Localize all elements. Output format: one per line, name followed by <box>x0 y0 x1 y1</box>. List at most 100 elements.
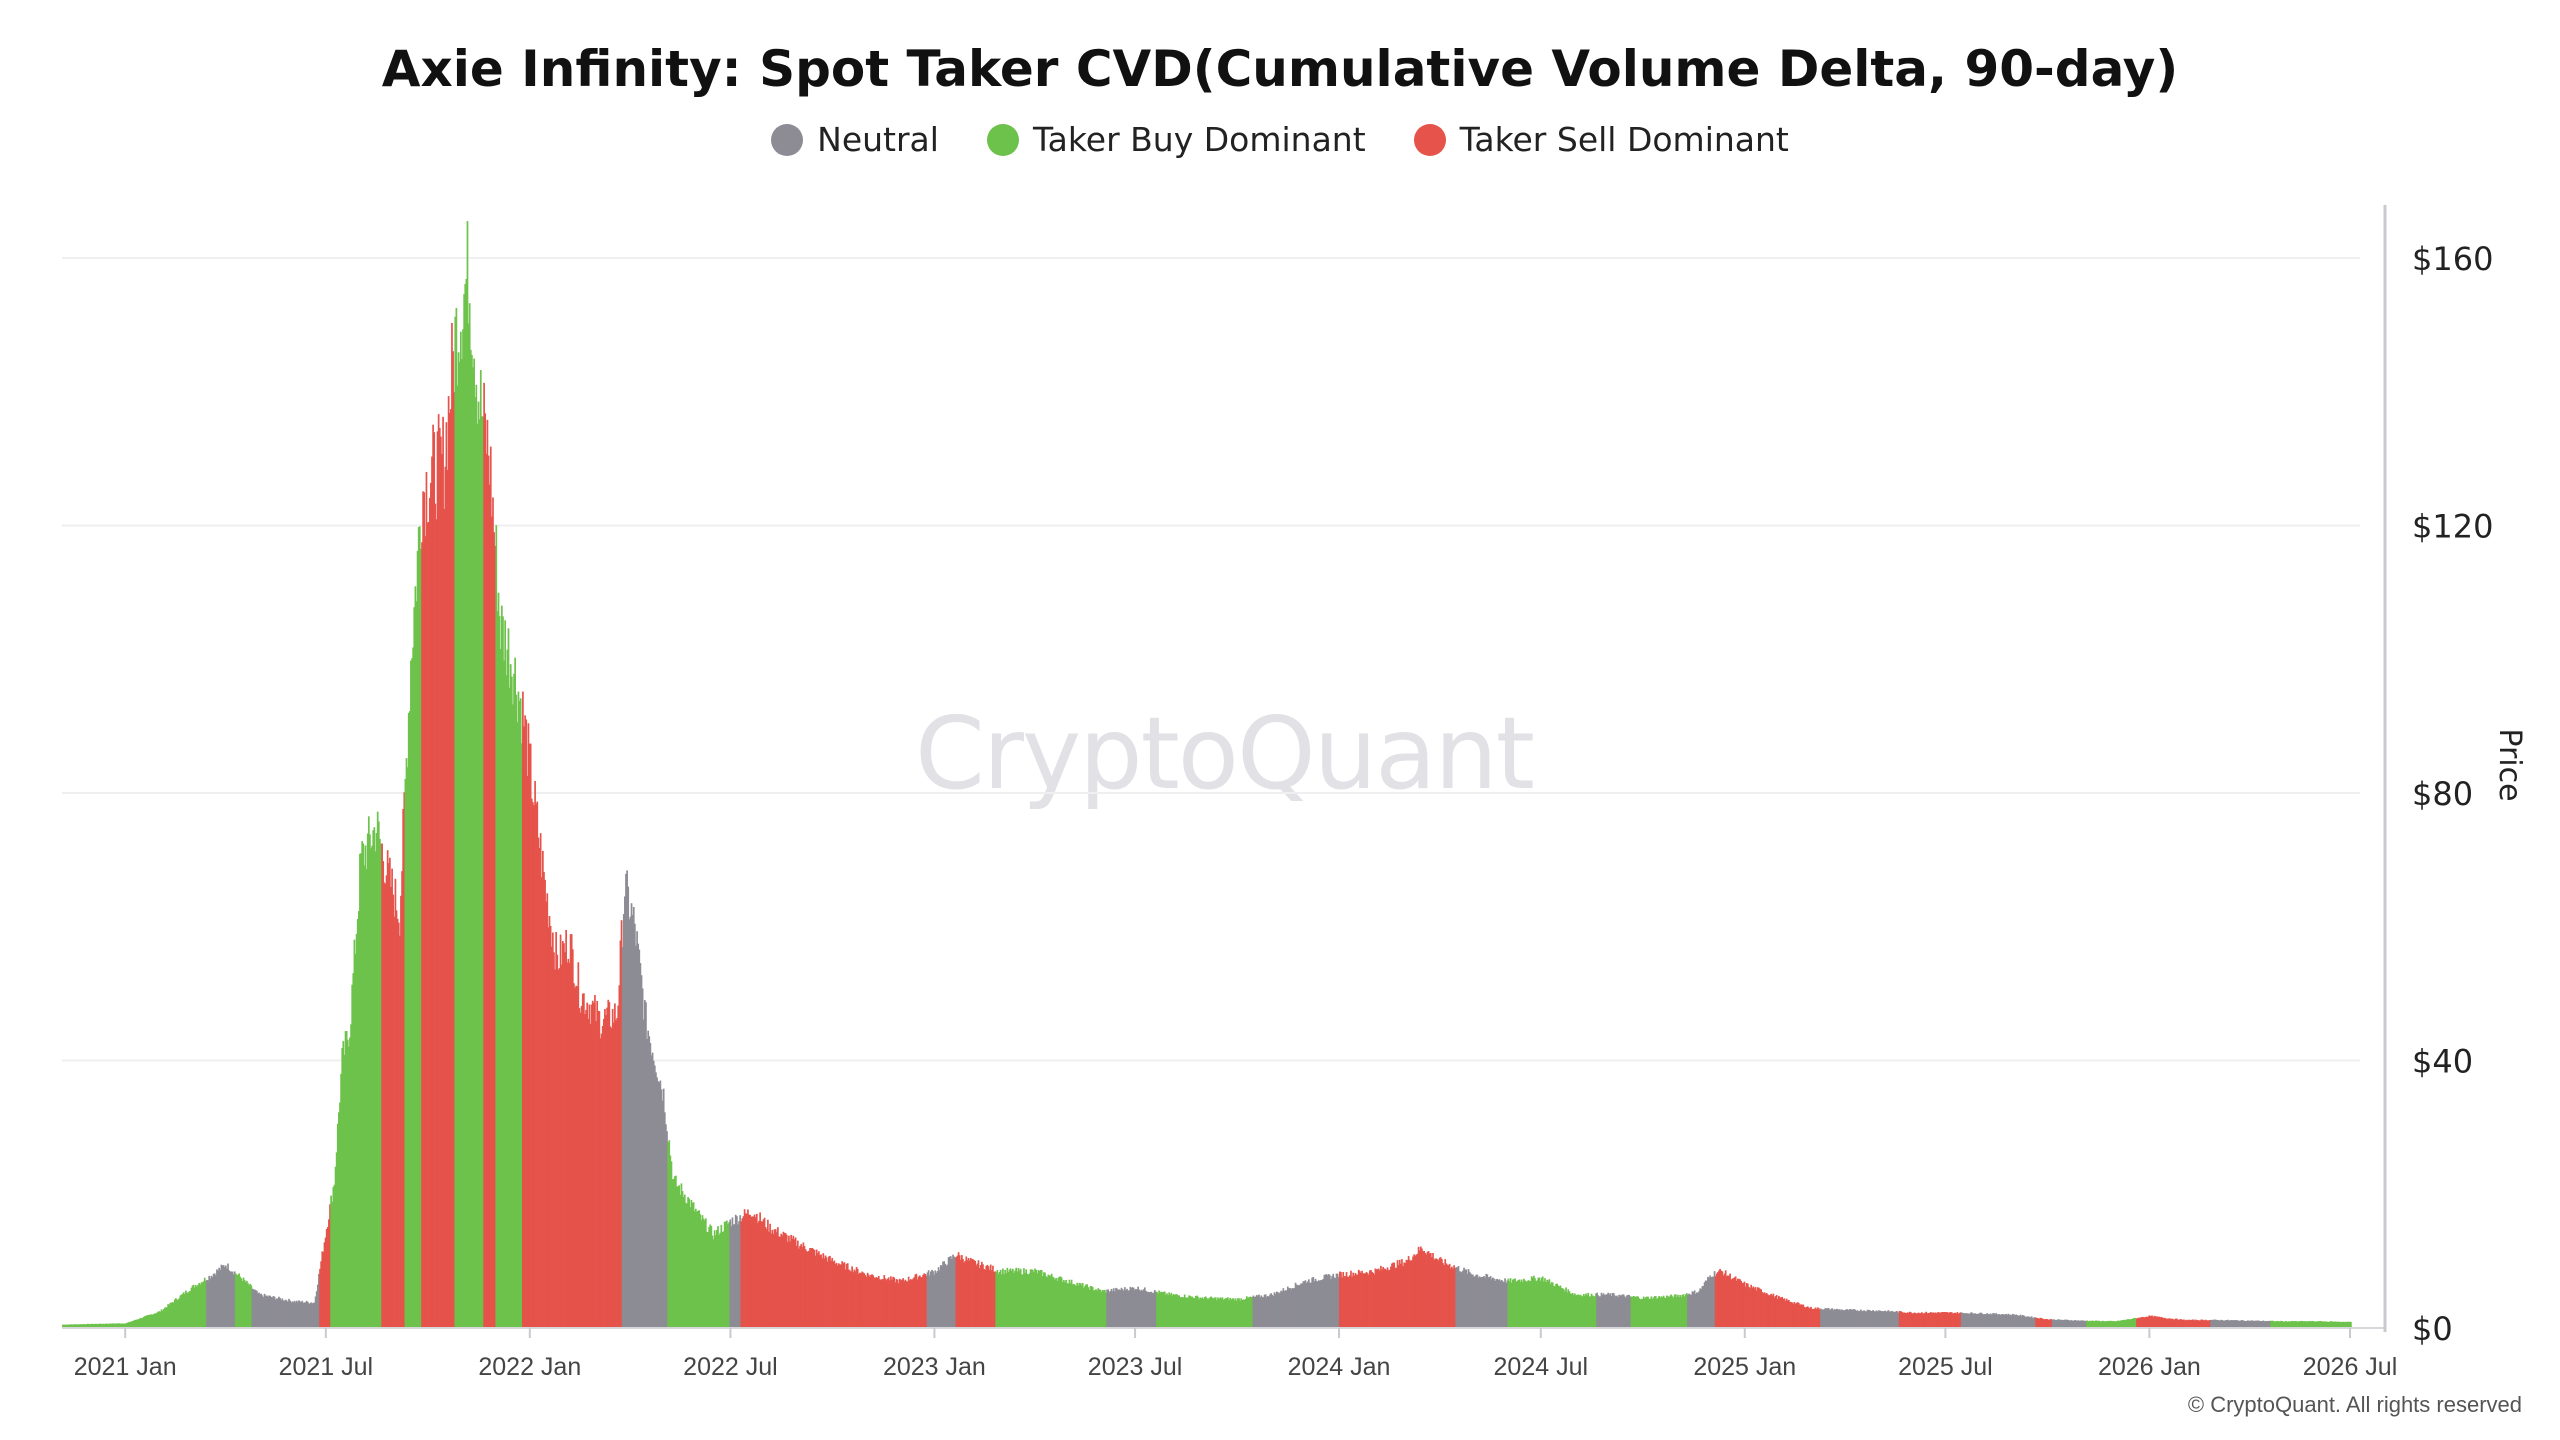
price-bar <box>1207 1299 1209 1328</box>
price-bar <box>78 1324 81 1328</box>
legend-item-taker-sell[interactable]: Taker Sell Dominant <box>1413 120 1789 159</box>
price-bar <box>2336 1321 2339 1328</box>
price-bar <box>712 1239 715 1328</box>
price-bar <box>999 1269 1002 1328</box>
price-bar <box>2344 1321 2347 1328</box>
price-bar <box>978 1268 981 1328</box>
price-bar <box>1274 1294 1277 1328</box>
price-bar <box>1231 1298 1234 1328</box>
price-bar <box>1738 1278 1740 1328</box>
price-bar <box>2074 1320 2076 1328</box>
price-bar <box>1527 1280 1530 1328</box>
price-bar <box>805 1251 808 1328</box>
price-bar <box>813 1249 816 1328</box>
price-bar <box>585 1010 587 1328</box>
price-bar <box>1986 1313 1989 1328</box>
price-bar <box>936 1271 939 1328</box>
price-bar <box>788 1235 790 1328</box>
price-bar <box>534 780 536 1328</box>
price-bar <box>2030 1316 2033 1328</box>
price-bar <box>566 962 569 1328</box>
price-bar <box>1313 1281 1316 1328</box>
price-bar <box>1422 1251 1424 1328</box>
price-bar <box>2184 1320 2187 1328</box>
price-bar <box>1173 1294 1176 1328</box>
price-bar <box>932 1271 934 1328</box>
price-bar <box>1547 1280 1550 1328</box>
price-bar <box>2181 1319 2184 1328</box>
legend-item-neutral[interactable]: Neutral <box>771 120 939 159</box>
price-bar <box>462 329 464 1328</box>
price-bar <box>136 1319 138 1328</box>
price-bar <box>2016 1315 2019 1328</box>
price-bar <box>2090 1321 2093 1328</box>
price-bar <box>2057 1319 2060 1328</box>
price-bar <box>232 1274 235 1328</box>
price-bar <box>668 1140 671 1328</box>
price-bar <box>2315 1321 2318 1328</box>
price-bar <box>1351 1276 1353 1328</box>
price-bar <box>289 1300 291 1328</box>
price-bar <box>1289 1287 1291 1328</box>
price-bar <box>421 542 423 1328</box>
price-bar <box>865 1277 868 1328</box>
price-bar <box>1642 1296 1645 1328</box>
price-bar <box>1462 1270 1464 1328</box>
price-bar <box>273 1296 276 1328</box>
price-bar <box>1540 1277 1543 1328</box>
price-bar <box>1985 1314 1988 1328</box>
price-bar <box>1576 1294 1578 1328</box>
price-bar <box>1866 1309 1869 1328</box>
price-bar <box>2163 1317 2166 1328</box>
price-bar <box>1581 1296 1584 1328</box>
price-bar <box>1504 1278 1506 1328</box>
price-bar <box>399 935 401 1328</box>
price-bar <box>181 1293 184 1328</box>
price-bar <box>299 1301 301 1328</box>
price-bar <box>366 833 369 1328</box>
price-bar <box>447 396 450 1328</box>
price-bar <box>134 1319 136 1328</box>
price-bar <box>1836 1308 1839 1328</box>
price-bar <box>1282 1288 1285 1328</box>
price-bar <box>163 1307 166 1328</box>
price-bar <box>1396 1260 1399 1328</box>
price-bar <box>933 1274 936 1328</box>
price-bar <box>2130 1319 2133 1328</box>
price-bar <box>614 1003 616 1328</box>
price-bar <box>114 1323 116 1328</box>
price-bar <box>1295 1284 1298 1328</box>
price-bar <box>1165 1294 1167 1328</box>
price-bar <box>309 1303 311 1328</box>
price-bar <box>643 1000 646 1328</box>
price-bar <box>1911 1313 1913 1328</box>
price-bar <box>1005 1273 1008 1328</box>
price-bar <box>898 1278 901 1328</box>
price-bar <box>1988 1314 1991 1328</box>
price-bar <box>551 932 554 1328</box>
price-bar <box>2142 1317 2145 1328</box>
price-bar <box>1367 1274 1370 1328</box>
price-bar <box>169 1302 172 1328</box>
price-bar <box>2347 1321 2350 1328</box>
legend-item-taker-buy[interactable]: Taker Buy Dominant <box>986 120 1366 159</box>
price-bar <box>207 1280 209 1328</box>
price-bar <box>892 1276 895 1328</box>
price-bar <box>70 1324 73 1328</box>
price-bar <box>2086 1320 2088 1328</box>
price-bar <box>1213 1297 1216 1328</box>
price-bar <box>1612 1293 1615 1328</box>
price-bar <box>107 1323 110 1328</box>
price-bar <box>336 1123 339 1328</box>
price-bar <box>2203 1320 2206 1328</box>
price-bar <box>1852 1309 1854 1328</box>
price-bar <box>1935 1313 1938 1328</box>
price-bar <box>1503 1282 1505 1328</box>
price-bar <box>1065 1279 1067 1328</box>
price-bar <box>2220 1319 2223 1328</box>
price-bar <box>487 455 490 1328</box>
price-bar <box>1017 1268 1020 1328</box>
price-bar <box>526 775 529 1328</box>
price-bar <box>1171 1295 1174 1328</box>
price-bar <box>1656 1298 1658 1328</box>
